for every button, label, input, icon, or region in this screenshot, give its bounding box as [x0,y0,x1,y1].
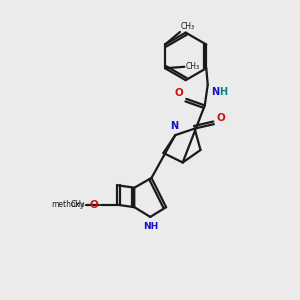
Text: O: O [90,200,99,210]
Text: O: O [175,88,183,98]
Text: H: H [219,87,227,97]
Text: N: N [170,121,178,131]
Text: CH₃: CH₃ [181,22,195,31]
Text: CH₃: CH₃ [186,62,200,71]
Text: O: O [216,113,225,123]
Text: NH: NH [143,222,158,231]
Text: CH₃: CH₃ [70,200,84,209]
Text: methoxy: methoxy [51,200,84,209]
Text: N: N [211,87,219,97]
